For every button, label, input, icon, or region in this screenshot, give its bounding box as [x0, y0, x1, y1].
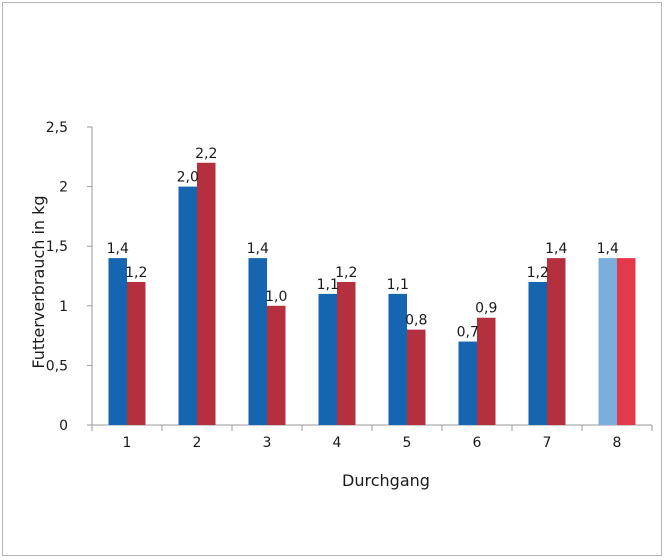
bar-series-2: [337, 281, 356, 425]
bar-series-1: [598, 258, 617, 425]
bar-series-2: [547, 258, 566, 425]
data-labels: 1,41,22,02,21,41,01,11,21,10,80,70,91,21…: [107, 146, 619, 341]
bar-series-2: [127, 281, 146, 425]
y-tick-label: 2,5: [46, 120, 68, 136]
x-axis-title: Durchgang: [342, 471, 430, 490]
bar-series-2: [477, 317, 496, 425]
bar-series-1: [318, 293, 337, 425]
bar-series-2: [197, 162, 216, 425]
y-tick-label: 1: [59, 299, 68, 315]
bar-series-1: [248, 258, 267, 425]
data-label: 0,8: [405, 313, 427, 329]
bar-series-1: [388, 293, 407, 425]
x-tick-label: 3: [263, 435, 272, 451]
y-axis-title: Futterverbrauch in kg: [29, 195, 48, 368]
y-ticks: 0 0,5 1 1,5 2 2,5: [46, 120, 92, 434]
x-tick-label: 5: [403, 435, 412, 451]
data-label: 1,4: [597, 241, 619, 257]
data-label: 1,1: [387, 277, 409, 293]
bar-series-2: [617, 258, 636, 425]
data-label: 1,2: [125, 265, 147, 281]
bar-series-2: [267, 305, 286, 425]
bar-series-1: [458, 341, 477, 425]
y-tick-label: 0,5: [46, 358, 68, 374]
data-label: 1,4: [247, 241, 269, 257]
x-tick-label: 8: [613, 435, 622, 451]
x-tick-label: 7: [543, 435, 552, 451]
data-label: 1,0: [265, 289, 287, 305]
data-label: 1,1: [317, 277, 339, 293]
y-tick-label: 2: [59, 180, 68, 196]
x-tick-label: 6: [473, 435, 482, 451]
x-tick-label: 4: [333, 435, 342, 451]
bar-series-1: [108, 258, 127, 425]
data-label: 1,2: [335, 265, 357, 281]
data-label: 0,9: [475, 301, 497, 317]
data-label: 1,2: [527, 265, 549, 281]
y-tick-label: 0: [59, 418, 68, 434]
x-tick-label: 1: [123, 435, 132, 451]
data-label: 1,4: [107, 241, 129, 257]
x-ticks: 1 2 3 4 5 6 7 8: [91, 425, 653, 451]
data-label: 1,4: [545, 241, 567, 257]
data-label: 2,0: [177, 170, 199, 186]
x-tick-label: 2: [193, 435, 202, 451]
data-label: 2,2: [195, 146, 217, 162]
bar-series-2: [407, 329, 426, 425]
bar-series-1: [528, 281, 547, 425]
data-label: 0,7: [457, 325, 479, 341]
bars: [108, 162, 636, 425]
bar-series-1: [178, 186, 197, 425]
y-tick-label: 1,5: [46, 239, 68, 255]
